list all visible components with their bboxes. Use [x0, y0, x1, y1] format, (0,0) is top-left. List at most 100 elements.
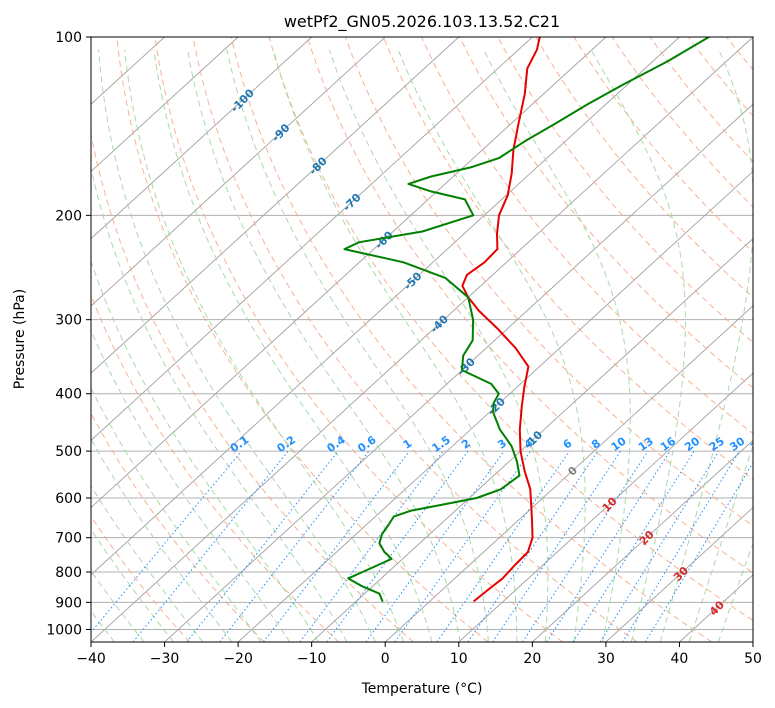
mixing-ratio-line: [644, 461, 753, 642]
y-tick-label: 300: [55, 313, 82, 329]
dry-adiabat-line: [421, 37, 753, 435]
dry-adiabat-line: [649, 37, 753, 163]
moist-adiabat-line: [659, 49, 753, 642]
moist-adiabat-line: [226, 49, 489, 642]
mixing-ratio-line: [572, 450, 695, 642]
mixing-ratio-label: 36: [748, 434, 768, 454]
dry-adiabat-line: [91, 293, 340, 642]
mixing-ratio-line: [599, 450, 720, 642]
isotherm-line: [91, 37, 312, 240]
isotherm-line: [91, 37, 239, 173]
x-tick-label: 30: [597, 651, 615, 667]
y-tick-label: 800: [55, 565, 82, 581]
isotherm-line: [311, 238, 753, 642]
dry-adiabat-line: [459, 37, 753, 389]
moist-adiabat-line: [91, 484, 204, 642]
mixing-ratio-line: [365, 450, 505, 642]
moist-adiabat-line: [91, 528, 174, 642]
isotherm-line: [164, 103, 753, 642]
grid-layer: [91, 37, 775, 642]
x-tick-label: 0: [381, 651, 390, 667]
moist-adiabat-line: [272, 49, 518, 642]
moist-adiabat-line: [153, 49, 433, 642]
moist-adiabat-line: [98, 49, 376, 642]
mixing-ratio-label: 0.4: [324, 433, 348, 455]
mixing-ratio-label: 1.5: [429, 433, 452, 455]
isotherm-line: [91, 37, 607, 509]
y-tick-label: 100: [55, 30, 82, 46]
dry-adiabat-line: [726, 37, 753, 71]
moist-adiabat-line: [590, 49, 686, 642]
y-tick-label: 700: [55, 531, 82, 547]
moist-adiabat-line: [124, 49, 405, 642]
isotherm-line: [532, 439, 753, 642]
moist-adiabat-line: [91, 438, 233, 642]
moist-adiabat-line: [483, 49, 631, 642]
mixing-ratio-line: [263, 450, 410, 642]
y-tick-label: 200: [55, 208, 82, 224]
moist-adiabat-line: [688, 444, 753, 642]
dry-adiabat-line: [306, 37, 753, 574]
mixing-ratio-line: [546, 450, 671, 642]
isotherm-line: [91, 37, 680, 576]
isotherm-line: [91, 37, 753, 642]
x-axis-label: Temperature (°C): [361, 681, 483, 697]
dry-adiabat-line: [497, 37, 753, 344]
dry-adiabat-line: [268, 37, 753, 622]
isotherm-line: [384, 305, 753, 642]
x-tick-label: 20: [523, 651, 541, 667]
mixing-ratio-label: 8: [589, 437, 603, 452]
y-tick-label: 900: [55, 595, 82, 611]
isotherm-line: [91, 37, 460, 374]
mixing-ratio-label: 2: [459, 437, 473, 452]
mixing-ratio-line: [394, 450, 532, 642]
isotherm-line: [605, 506, 753, 642]
dry-adiabat-line: [116, 37, 489, 642]
isotherm-line: [458, 372, 753, 642]
isotherm-line: [91, 37, 533, 441]
dry-adiabat-line: [573, 37, 753, 253]
moist-adiabat-line: [91, 328, 291, 642]
moist-adiabat-line: [91, 387, 262, 642]
x-tick-label: −40: [76, 651, 106, 667]
y-tick-label: 600: [55, 491, 82, 507]
y-axis-label: Pressure (hPa): [12, 289, 28, 389]
moist-adiabat-line: [91, 165, 348, 642]
y-tick-label: 500: [55, 444, 82, 460]
mixing-ratio-line: [219, 450, 370, 642]
isotherm-line: [91, 37, 386, 307]
dry-adiabat-line: [230, 37, 713, 642]
moist-adiabat-line: [328, 49, 549, 642]
chart-title: wetPf2_GN05.2026.103.13.52.C21: [284, 12, 560, 32]
mixing-ratio-line: [299, 450, 444, 642]
mixing-ratio-line: [132, 450, 289, 642]
dry-adiabat-line: [192, 37, 638, 642]
axes-layer: −40 −30 −20 −10 0 10 20 30 40 50 1000 900 800 700 600 5…: [46, 30, 762, 667]
moist-adiabat-line: [187, 49, 461, 642]
x-tick-label: −20: [223, 651, 253, 667]
mixing-ratio-line: [436, 450, 570, 642]
mixing-ratio-label: 6: [561, 437, 575, 452]
plot-frame: [90, 36, 754, 643]
mixing-ratio-label: 0.1: [228, 433, 251, 455]
dry-adiabat-line: [91, 131, 414, 642]
dry-adiabat-line: [383, 37, 753, 481]
moist-adiabat-line: [717, 542, 753, 642]
mixing-ratio-line: [91, 450, 242, 633]
dry-adiabat-line: [765, 37, 775, 642]
dry-adiabat-line: [344, 37, 753, 527]
moist-adiabat-line: [397, 49, 586, 642]
moist-adiabat-line: [91, 570, 145, 642]
x-tick-label: −10: [297, 651, 327, 667]
dry-adiabat-line: [687, 37, 753, 117]
mixing-ratio-label: 1: [401, 437, 415, 452]
mixing-ratio-line: [492, 450, 622, 642]
mixing-ratio-line: [622, 450, 740, 642]
dry-adiabat-line: [91, 412, 265, 642]
isotherm-line: [237, 170, 753, 642]
dry-adiabat-line: [611, 37, 753, 208]
dewpoint-profile-line: [343, 37, 710, 602]
series-layer: [343, 37, 710, 602]
x-tick-label: 40: [671, 651, 689, 667]
